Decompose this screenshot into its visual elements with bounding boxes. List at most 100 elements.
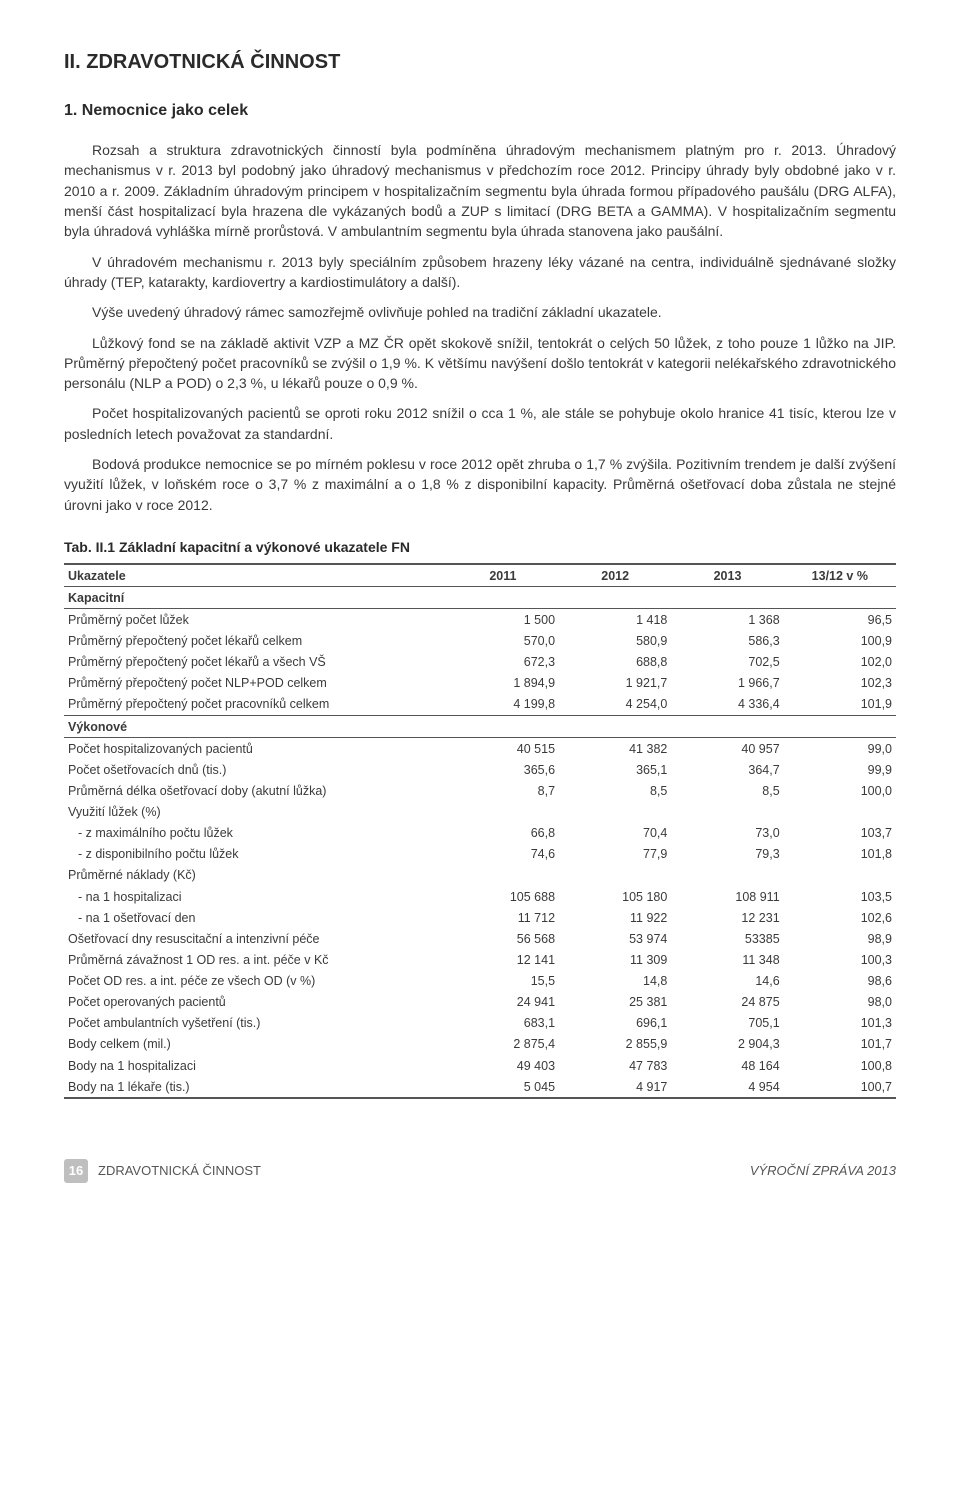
table-row-label: Průměrný přepočtený počet NLP+POD celkem	[64, 673, 447, 694]
table-row-label: Počet ambulantních vyšetření (tis.)	[64, 1013, 447, 1034]
table-row: Využití lůžek (%)	[64, 802, 896, 823]
paragraph: Lůžkový fond se na základě aktivit VZP a…	[64, 333, 896, 394]
table-cell: 12 231	[671, 907, 783, 928]
table-cell: 100,8	[784, 1055, 896, 1076]
table-cell: 15,5	[447, 971, 559, 992]
heading-sub: 1. Nemocnice jako celek	[64, 99, 896, 122]
table-cell: 40 957	[671, 738, 783, 760]
footer-left: ZDRAVOTNICKÁ ČINNOST	[98, 1162, 261, 1181]
table-cell: 66,8	[447, 823, 559, 844]
table-row: - z disponibilního počtu lůžek74,677,979…	[64, 844, 896, 865]
table-cell: 11 348	[671, 949, 783, 970]
table-cell: 53 974	[559, 928, 671, 949]
table-cell: 8,7	[447, 780, 559, 801]
table-cell: 98,0	[784, 992, 896, 1013]
footer-right: VÝROČNÍ ZPRÁVA 2013	[750, 1162, 896, 1181]
table-title: Tab. II.1 Základní kapacitní a výkonové …	[64, 537, 896, 557]
table-row-label: Body celkem (mil.)	[64, 1034, 447, 1055]
table-cell: 101,9	[784, 694, 896, 716]
table-cell: 570,0	[447, 631, 559, 652]
table-cell: 100,9	[784, 631, 896, 652]
table-row: Body na 1 lékaře (tis.)5 0454 9174 95410…	[64, 1076, 896, 1098]
table-cell: 98,6	[784, 971, 896, 992]
page-footer: 16 ZDRAVOTNICKÁ ČINNOST VÝROČNÍ ZPRÁVA 2…	[64, 1159, 896, 1183]
table-cell: 688,8	[559, 652, 671, 673]
table-cell: 48 164	[671, 1055, 783, 1076]
table-row-label: Průměrný přepočtený počet pracovníků cel…	[64, 694, 447, 716]
table-section-label: Kapacitní	[64, 587, 896, 609]
table-cell: 49 403	[447, 1055, 559, 1076]
table-row-label: - z disponibilního počtu lůžek	[64, 844, 447, 865]
table-row: - na 1 ošetřovací den11 71211 92212 2311…	[64, 907, 896, 928]
table-cell: 101,3	[784, 1013, 896, 1034]
table-row-label: Průměrný přepočtený počet lékařů a všech…	[64, 652, 447, 673]
table-cell: 47 783	[559, 1055, 671, 1076]
table-row: Kapacitní	[64, 587, 896, 609]
table-cell: 365,1	[559, 759, 671, 780]
table-cell: 40 515	[447, 738, 559, 760]
table-cell: 4 254,0	[559, 694, 671, 716]
table-row-label: Průměrný počet lůžek	[64, 609, 447, 631]
table-cell: 2 904,3	[671, 1034, 783, 1055]
table-row: - na 1 hospitalizaci105 688105 180108 91…	[64, 886, 896, 907]
table-cell: 2 875,4	[447, 1034, 559, 1055]
table-plain-label: Průměrné náklady (Kč)	[64, 865, 896, 886]
table-cell: 56 568	[447, 928, 559, 949]
table-cell: 683,1	[447, 1013, 559, 1034]
table-cell: 96,5	[784, 609, 896, 631]
table-cell: 1 921,7	[559, 673, 671, 694]
table-cell: 580,9	[559, 631, 671, 652]
table-cell: 1 500	[447, 609, 559, 631]
table-cell: 101,8	[784, 844, 896, 865]
table-row-label: - na 1 hospitalizaci	[64, 886, 447, 907]
table-row-label: - na 1 ošetřovací den	[64, 907, 447, 928]
table-row-label: Průměrná závažnost 1 OD res. a int. péče…	[64, 949, 447, 970]
table-row: Průměrná závažnost 1 OD res. a int. péče…	[64, 949, 896, 970]
table-body: KapacitníPrůměrný počet lůžek1 5001 418 1…	[64, 587, 896, 1099]
table-header-cell: 2012	[559, 564, 671, 587]
table-cell: 4 954	[671, 1076, 783, 1098]
table-cell: 105 180	[559, 886, 671, 907]
table-row: Počet hospitalizovaných pacientů40 51541…	[64, 738, 896, 760]
paragraph: Rozsah a struktura zdravotnických činnos…	[64, 140, 896, 241]
table-cell: 672,3	[447, 652, 559, 673]
paragraph: Bodová produkce nemocnice se po mírném p…	[64, 454, 896, 515]
table-cell: 365,6	[447, 759, 559, 780]
table-row-label: Ošetřovací dny resuscitační a intenzivní…	[64, 928, 447, 949]
table-cell: 11 712	[447, 907, 559, 928]
table-row: Průměrné náklady (Kč)	[64, 865, 896, 886]
table-cell: 586,3	[671, 631, 783, 652]
table-cell: 100,3	[784, 949, 896, 970]
table-row: Průměrná délka ošetřovací doby (akutní l…	[64, 780, 896, 801]
table-cell: 1 418	[559, 609, 671, 631]
table-header-cell: 13/12 v %	[784, 564, 896, 587]
table-cell: 102,3	[784, 673, 896, 694]
table-cell: 70,4	[559, 823, 671, 844]
table-row-label: Počet ošetřovacích dnů (tis.)	[64, 759, 447, 780]
table-row-label: Počet hospitalizovaných pacientů	[64, 738, 447, 760]
table-cell: 11 922	[559, 907, 671, 928]
table-header-cell: Ukazatele	[64, 564, 447, 587]
table-cell: 5 045	[447, 1076, 559, 1098]
table-row-label: Průměrný přepočtený počet lékařů celkem	[64, 631, 447, 652]
table-row-label: Body na 1 lékaře (tis.)	[64, 1076, 447, 1098]
table-cell: 103,5	[784, 886, 896, 907]
table-row-label: Počet operovaných pacientů	[64, 992, 447, 1013]
table-cell: 99,9	[784, 759, 896, 780]
paragraph: Výše uvedený úhradový rámec samozřejmě o…	[64, 302, 896, 322]
table-cell: 102,0	[784, 652, 896, 673]
table-cell: 4 199,8	[447, 694, 559, 716]
table-cell: 108 911	[671, 886, 783, 907]
table-row-label: - z maximálního počtu lůžek	[64, 823, 447, 844]
table-row: Ošetřovací dny resuscitační a intenzivní…	[64, 928, 896, 949]
table-section-label: Výkonové	[64, 716, 896, 738]
table-row: Body na 1 hospitalizaci49 40347 78348 16…	[64, 1055, 896, 1076]
table-cell: 73,0	[671, 823, 783, 844]
table-cell: 99,0	[784, 738, 896, 760]
table-row: - z maximálního počtu lůžek66,870,473,01…	[64, 823, 896, 844]
table-row: Průměrný přepočtený počet NLP+POD celkem…	[64, 673, 896, 694]
table-cell: 100,7	[784, 1076, 896, 1098]
table-cell: 79,3	[671, 844, 783, 865]
table-row: Výkonové	[64, 716, 896, 738]
table-row: Průměrný přepočtený počet lékařů a všech…	[64, 652, 896, 673]
